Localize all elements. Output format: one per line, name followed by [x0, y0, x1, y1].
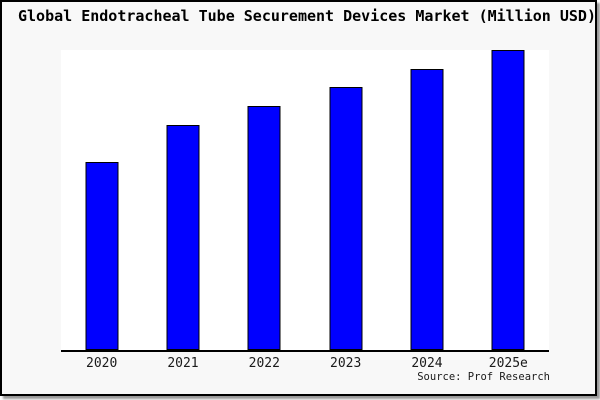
bar-2020: [85, 161, 119, 350]
x-tick-label-2022: 2022: [248, 356, 280, 371]
x-tick-label-2024: 2024: [411, 356, 443, 371]
bar-slot-2024: 2024: [386, 50, 467, 371]
x-tick-label-2025e: 2025e: [488, 356, 528, 371]
chart-title: Global Endotracheal Tube Securement Devi…: [18, 7, 596, 25]
bar-slot-2020: 2020: [61, 50, 142, 371]
bar-2025e: [491, 50, 525, 350]
bar-2022: [247, 106, 281, 350]
x-tick-label-2021: 2021: [167, 356, 199, 371]
source-credit: Source: Prof Research: [417, 371, 550, 383]
bar-2023: [329, 86, 363, 350]
x-tick-label-2020: 2020: [86, 356, 118, 371]
bar-slot-2022: 2022: [224, 50, 305, 371]
bar-slot-2025e: 2025e: [468, 50, 549, 371]
plot-area: 2020 2021 2022 2023 2024 2025e: [61, 50, 549, 371]
bar-slot-2021: 2021: [142, 50, 223, 371]
bar-slot-2023: 2023: [305, 50, 386, 371]
x-tick-label-2023: 2023: [330, 356, 362, 371]
bar-2021: [166, 125, 200, 350]
bar-2024: [410, 68, 444, 350]
